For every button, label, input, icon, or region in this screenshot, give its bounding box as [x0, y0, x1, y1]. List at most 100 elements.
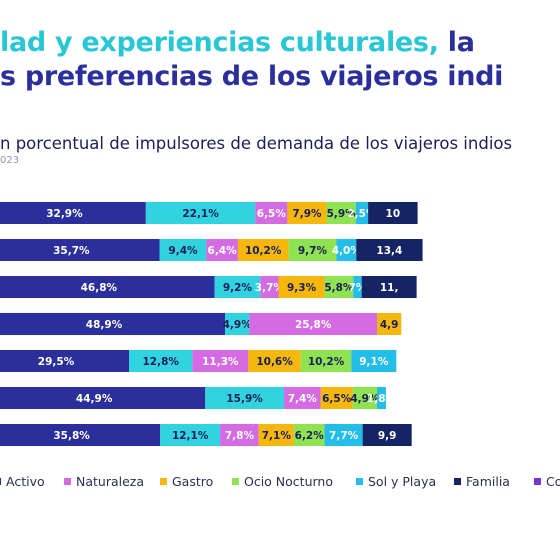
bar-segment-r4-s4: [377, 313, 402, 335]
bar-segment-r5-s5: [300, 350, 352, 372]
bar-label-r6-s4: 6,5%: [322, 393, 352, 405]
bar-label-r3-s5: 5,8%: [324, 282, 354, 294]
bar-label-r6-s1: 44,9%: [76, 393, 113, 405]
bar-label-r1-s1: 32,9%: [46, 208, 83, 220]
legend-label: Con: [546, 474, 560, 489]
legend-swatch: [534, 478, 541, 485]
bar-label-r1-s4: 7,9%: [292, 208, 322, 220]
bar-label-r2-s7: 13,4: [376, 245, 402, 257]
bar-segment-r7-s3: [220, 424, 259, 446]
bar-segment-r1-s3: [255, 202, 288, 224]
bar-segment-r2-s5: [288, 239, 337, 261]
bar-segment-r5-s4: [248, 350, 301, 372]
bar-segment-r4-s1: [0, 313, 226, 335]
bar-label-r7-s2: 12,1%: [172, 430, 209, 442]
legend-item-gastro: Gastro: [160, 474, 213, 489]
bar-segment-r3-s4: [278, 276, 325, 298]
bar-label-r1-s7: 10: [386, 208, 401, 220]
chart-subtitle: n porcentual de impulsores de demanda de…: [0, 134, 513, 153]
bar-label-r2-s6: 4,0%: [332, 245, 362, 257]
bar-segment-r3-s7: [361, 276, 417, 298]
bar-label-r5-s6: 9,1%: [359, 356, 389, 368]
legend-label: Naturaleza: [76, 474, 145, 489]
bar-label-r3-s1: 46,8%: [81, 282, 118, 294]
legend-item-activo: Activo: [0, 474, 45, 489]
legend-swatch: [356, 478, 363, 485]
bar-label-r4-s4: 4,9: [380, 319, 399, 331]
bar-segment-r6-s5: [352, 387, 378, 409]
bar-segment-r5-s6: [351, 350, 397, 372]
bar-segment-r7-s5: [293, 424, 325, 446]
bar-segment-r2-s2: [159, 239, 207, 261]
bar-segment-r1-s1: [0, 202, 146, 224]
legend-item-sol-y-playa: Sol y Playa: [356, 474, 436, 489]
bar-label-r3-s3: 3,7%: [255, 282, 285, 294]
chart-legend: Activo Naturaleza Gastro Ocio Nocturno Sol y…: [0, 474, 560, 490]
chart-title-highlight: lad y experiencias culturales,: [0, 27, 439, 58]
bar-label-r3-s4: 9,3%: [287, 282, 317, 294]
bar-label-r6-s3: 7,4%: [288, 393, 318, 405]
chart-title-continuation: la: [438, 27, 475, 58]
bar-label-r1-s2: 22,1%: [182, 208, 219, 220]
bar-segment-r4-s3: [249, 313, 378, 335]
bar-label-r4-s1: 48,9%: [86, 319, 123, 331]
bar-segment-r3-s3: [260, 276, 279, 298]
legend-label: Ocio Nocturno: [244, 474, 333, 489]
chart-title-line-1: lad y experiencias culturales, la: [0, 28, 475, 58]
bar-segment-r6-s6: [377, 387, 386, 409]
bar-label-r4-s2: 4,9%: [223, 319, 253, 331]
bar-label-r2-s1: 35,7%: [53, 245, 90, 257]
legend-label: Familia: [466, 474, 510, 489]
bar-segment-r2-s3: [206, 239, 238, 261]
bar-segment-r6-s1: [0, 387, 206, 409]
bar-label-r7-s4: 7,1%: [262, 430, 292, 442]
legend-swatch: [232, 478, 239, 485]
legend-swatch: [160, 478, 167, 485]
legend-label: Sol y Playa: [368, 474, 437, 489]
bar-label-r5-s4: 10,6%: [256, 356, 293, 368]
bar-segment-r5-s1: [0, 350, 130, 372]
bar-segment-r1-s2: [145, 202, 256, 224]
legend-label: Gastro: [172, 474, 214, 489]
bar-label-r7-s5: 6,2%: [295, 430, 325, 442]
bar-label-r5-s3: 11,3%: [202, 356, 239, 368]
bar-label-r5-s5: 10,2%: [308, 356, 345, 368]
chart-subtitle-year: 023: [0, 155, 20, 166]
bar-segment-r1-s5: [326, 202, 356, 224]
bar-segment-r2-s7: [356, 239, 423, 261]
bar-label-r4-s3: 25,8%: [295, 319, 332, 331]
legend-swatch: [454, 478, 461, 485]
bar-segment-r1-s7: [368, 202, 418, 224]
bar-segment-r2-s4: [237, 239, 289, 261]
legend-item-naturaleza: Naturaleza: [64, 474, 144, 489]
legend-item-ocio-nocturno: Ocio Nocturno: [232, 474, 333, 489]
bar-segment-r5-s2: [129, 350, 193, 372]
bar-label-r2-s2: 9,4%: [168, 245, 198, 257]
bar-segment-r2-s6: [336, 239, 357, 261]
bar-label-r7-s1: 35,8%: [53, 430, 90, 442]
bar-segment-r1-s6: [355, 202, 369, 224]
bar-segment-r6-s4: [320, 387, 353, 409]
bar-label-r7-s6: 7,7%: [329, 430, 359, 442]
legend-swatch: [0, 478, 1, 485]
bar-segment-r7-s7: [362, 424, 412, 446]
bar-label-r1-s5: 5,9%: [327, 208, 357, 220]
bar-segment-r3-s5: [324, 276, 354, 298]
bar-label-r2-s4: 10,2%: [245, 245, 282, 257]
bar-label-r6-s5: 4,9%: [350, 393, 380, 405]
bar-segment-r6-s2: [205, 387, 284, 409]
bar-label-r7-s3: 7,8%: [225, 430, 255, 442]
legend-item-familia: Familia: [454, 474, 510, 489]
legend-item-con: Con: [534, 474, 560, 489]
bar-label-r2-s5: 9,7%: [298, 245, 328, 257]
bar-label-r1-s3: 6,5%: [257, 208, 287, 220]
bar-segment-r6-s3: [283, 387, 321, 409]
bar-segment-r4-s2: [225, 313, 250, 335]
bar-segment-r3-s6: [353, 276, 362, 298]
bar-label-r3-s7: 11,: [380, 282, 399, 294]
bar-label-r5-s1: 29,5%: [38, 356, 75, 368]
bar-segment-r7-s4: [258, 424, 294, 446]
bar-segment-r7-s1: [0, 424, 161, 446]
bar-segment-r7-s2: [160, 424, 221, 446]
